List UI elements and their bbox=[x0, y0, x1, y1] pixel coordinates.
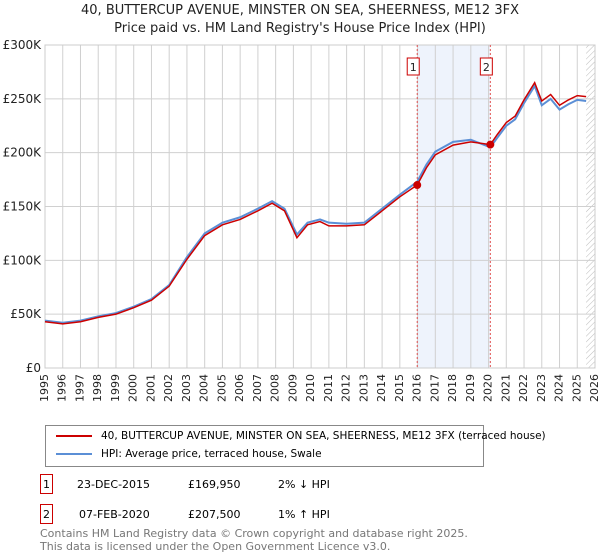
y-tick-label: £200K bbox=[3, 146, 43, 160]
x-tick-label: 1995 bbox=[38, 374, 51, 402]
x-tick-label: 2004 bbox=[198, 374, 211, 402]
footer-line: This data is licensed under the Open Gov… bbox=[40, 540, 391, 553]
sale-date: 23-DEC-2015 bbox=[77, 477, 151, 491]
chart-subtitle: Price paid vs. HM Land Registry's House … bbox=[114, 21, 486, 36]
sale-price: £207,500 bbox=[188, 507, 241, 521]
event-marker-label: 2 bbox=[483, 61, 490, 74]
event-marker bbox=[479, 57, 493, 76]
footer-line: Contains HM Land Registry data © Crown c… bbox=[40, 527, 468, 540]
x-tick-label: 2023 bbox=[535, 374, 548, 402]
hpi-line bbox=[44, 83, 587, 324]
y-tick-label: £250K bbox=[3, 92, 43, 106]
x-tick-label: 2012 bbox=[340, 374, 353, 402]
x-tick-label: 1998 bbox=[91, 374, 104, 402]
hpi-change: 2% ↓ HPI bbox=[278, 477, 330, 491]
sale-date: 07-FEB-2020 bbox=[79, 507, 150, 521]
x-tick-label: 2019 bbox=[464, 374, 477, 402]
y-tick-label: £150K bbox=[3, 200, 43, 214]
x-tick-label: 2013 bbox=[357, 374, 370, 402]
table-row: 1 23-DEC-2015 £169,950 2% ↓ HPI bbox=[40, 474, 330, 494]
x-tick-label: 1997 bbox=[73, 374, 86, 402]
x-tick-label: 2017 bbox=[428, 374, 441, 402]
x-tick-label: 2007 bbox=[251, 374, 264, 402]
legend-item-property: 40, BUTTERCUP AVENUE, MINSTER ON SEA, SH… bbox=[56, 430, 546, 442]
legend-item-hpi: HPI: Average price, terraced house, Swal… bbox=[56, 448, 322, 460]
x-tick-label: 2016 bbox=[411, 374, 424, 402]
x-tick-label: 2002 bbox=[162, 374, 175, 402]
y-tick-label: £0 bbox=[26, 361, 41, 375]
x-tick-label: 2024 bbox=[553, 374, 566, 402]
x-tick-label: 2014 bbox=[375, 374, 388, 402]
legend-label: 40, BUTTERCUP AVENUE, MINSTER ON SEA, SH… bbox=[101, 430, 546, 442]
x-tick-label: 2009 bbox=[286, 374, 299, 402]
x-tick-label: 2008 bbox=[269, 374, 282, 402]
sale-point bbox=[486, 140, 495, 149]
event-marker-label: 1 bbox=[410, 61, 417, 74]
x-tick-label: 2011 bbox=[322, 374, 335, 402]
price-chart: 1995 1996 1997 1998 1999 2000 2001 2002 2003 2004… bbox=[3, 38, 600, 402]
sale-point bbox=[413, 181, 422, 190]
sale-price: £169,950 bbox=[188, 477, 241, 491]
property-price-line bbox=[44, 81, 587, 325]
x-tick-label: 2021 bbox=[499, 374, 512, 402]
y-tick-label: £300K bbox=[3, 38, 43, 52]
legend-label: HPI: Average price, terraced house, Swal… bbox=[101, 448, 322, 460]
x-tick-label: 2001 bbox=[144, 374, 157, 402]
x-tick-label: 2006 bbox=[233, 374, 246, 402]
hpi-change: 1% ↑ HPI bbox=[278, 507, 330, 521]
x-tick-label: 1996 bbox=[56, 374, 69, 402]
x-tick-label: 1999 bbox=[109, 374, 122, 402]
x-tick-label: 2025 bbox=[570, 374, 583, 402]
y-tick-label: £50K bbox=[10, 307, 42, 321]
x-tick-label: 2010 bbox=[304, 374, 317, 402]
y-tick-label: £100K bbox=[3, 253, 43, 267]
x-tick-label: 2020 bbox=[482, 374, 495, 402]
footer: Contains HM Land Registry data © Crown c… bbox=[40, 527, 468, 553]
event-marker bbox=[406, 57, 420, 76]
legend: 40, BUTTERCUP AVENUE, MINSTER ON SEA, SH… bbox=[45, 425, 546, 467]
event-badge: 2 bbox=[40, 504, 53, 524]
plot-frame bbox=[44, 44, 596, 369]
x-tick-label: 2005 bbox=[215, 374, 228, 402]
x-tick-label: 2026 bbox=[588, 374, 600, 402]
x-tick-label: 2003 bbox=[180, 374, 193, 402]
x-tick-label: 2018 bbox=[446, 374, 459, 402]
event-badge: 1 bbox=[40, 474, 53, 494]
table-row: 2 07-FEB-2020 £207,500 1% ↑ HPI bbox=[40, 504, 330, 524]
x-tick-label: 2022 bbox=[517, 374, 530, 402]
x-tick-label: 2015 bbox=[393, 374, 406, 402]
chart-title: 40, BUTTERCUP AVENUE, MINSTER ON SEA, SH… bbox=[81, 3, 519, 18]
x-tick-label: 2000 bbox=[127, 374, 140, 402]
